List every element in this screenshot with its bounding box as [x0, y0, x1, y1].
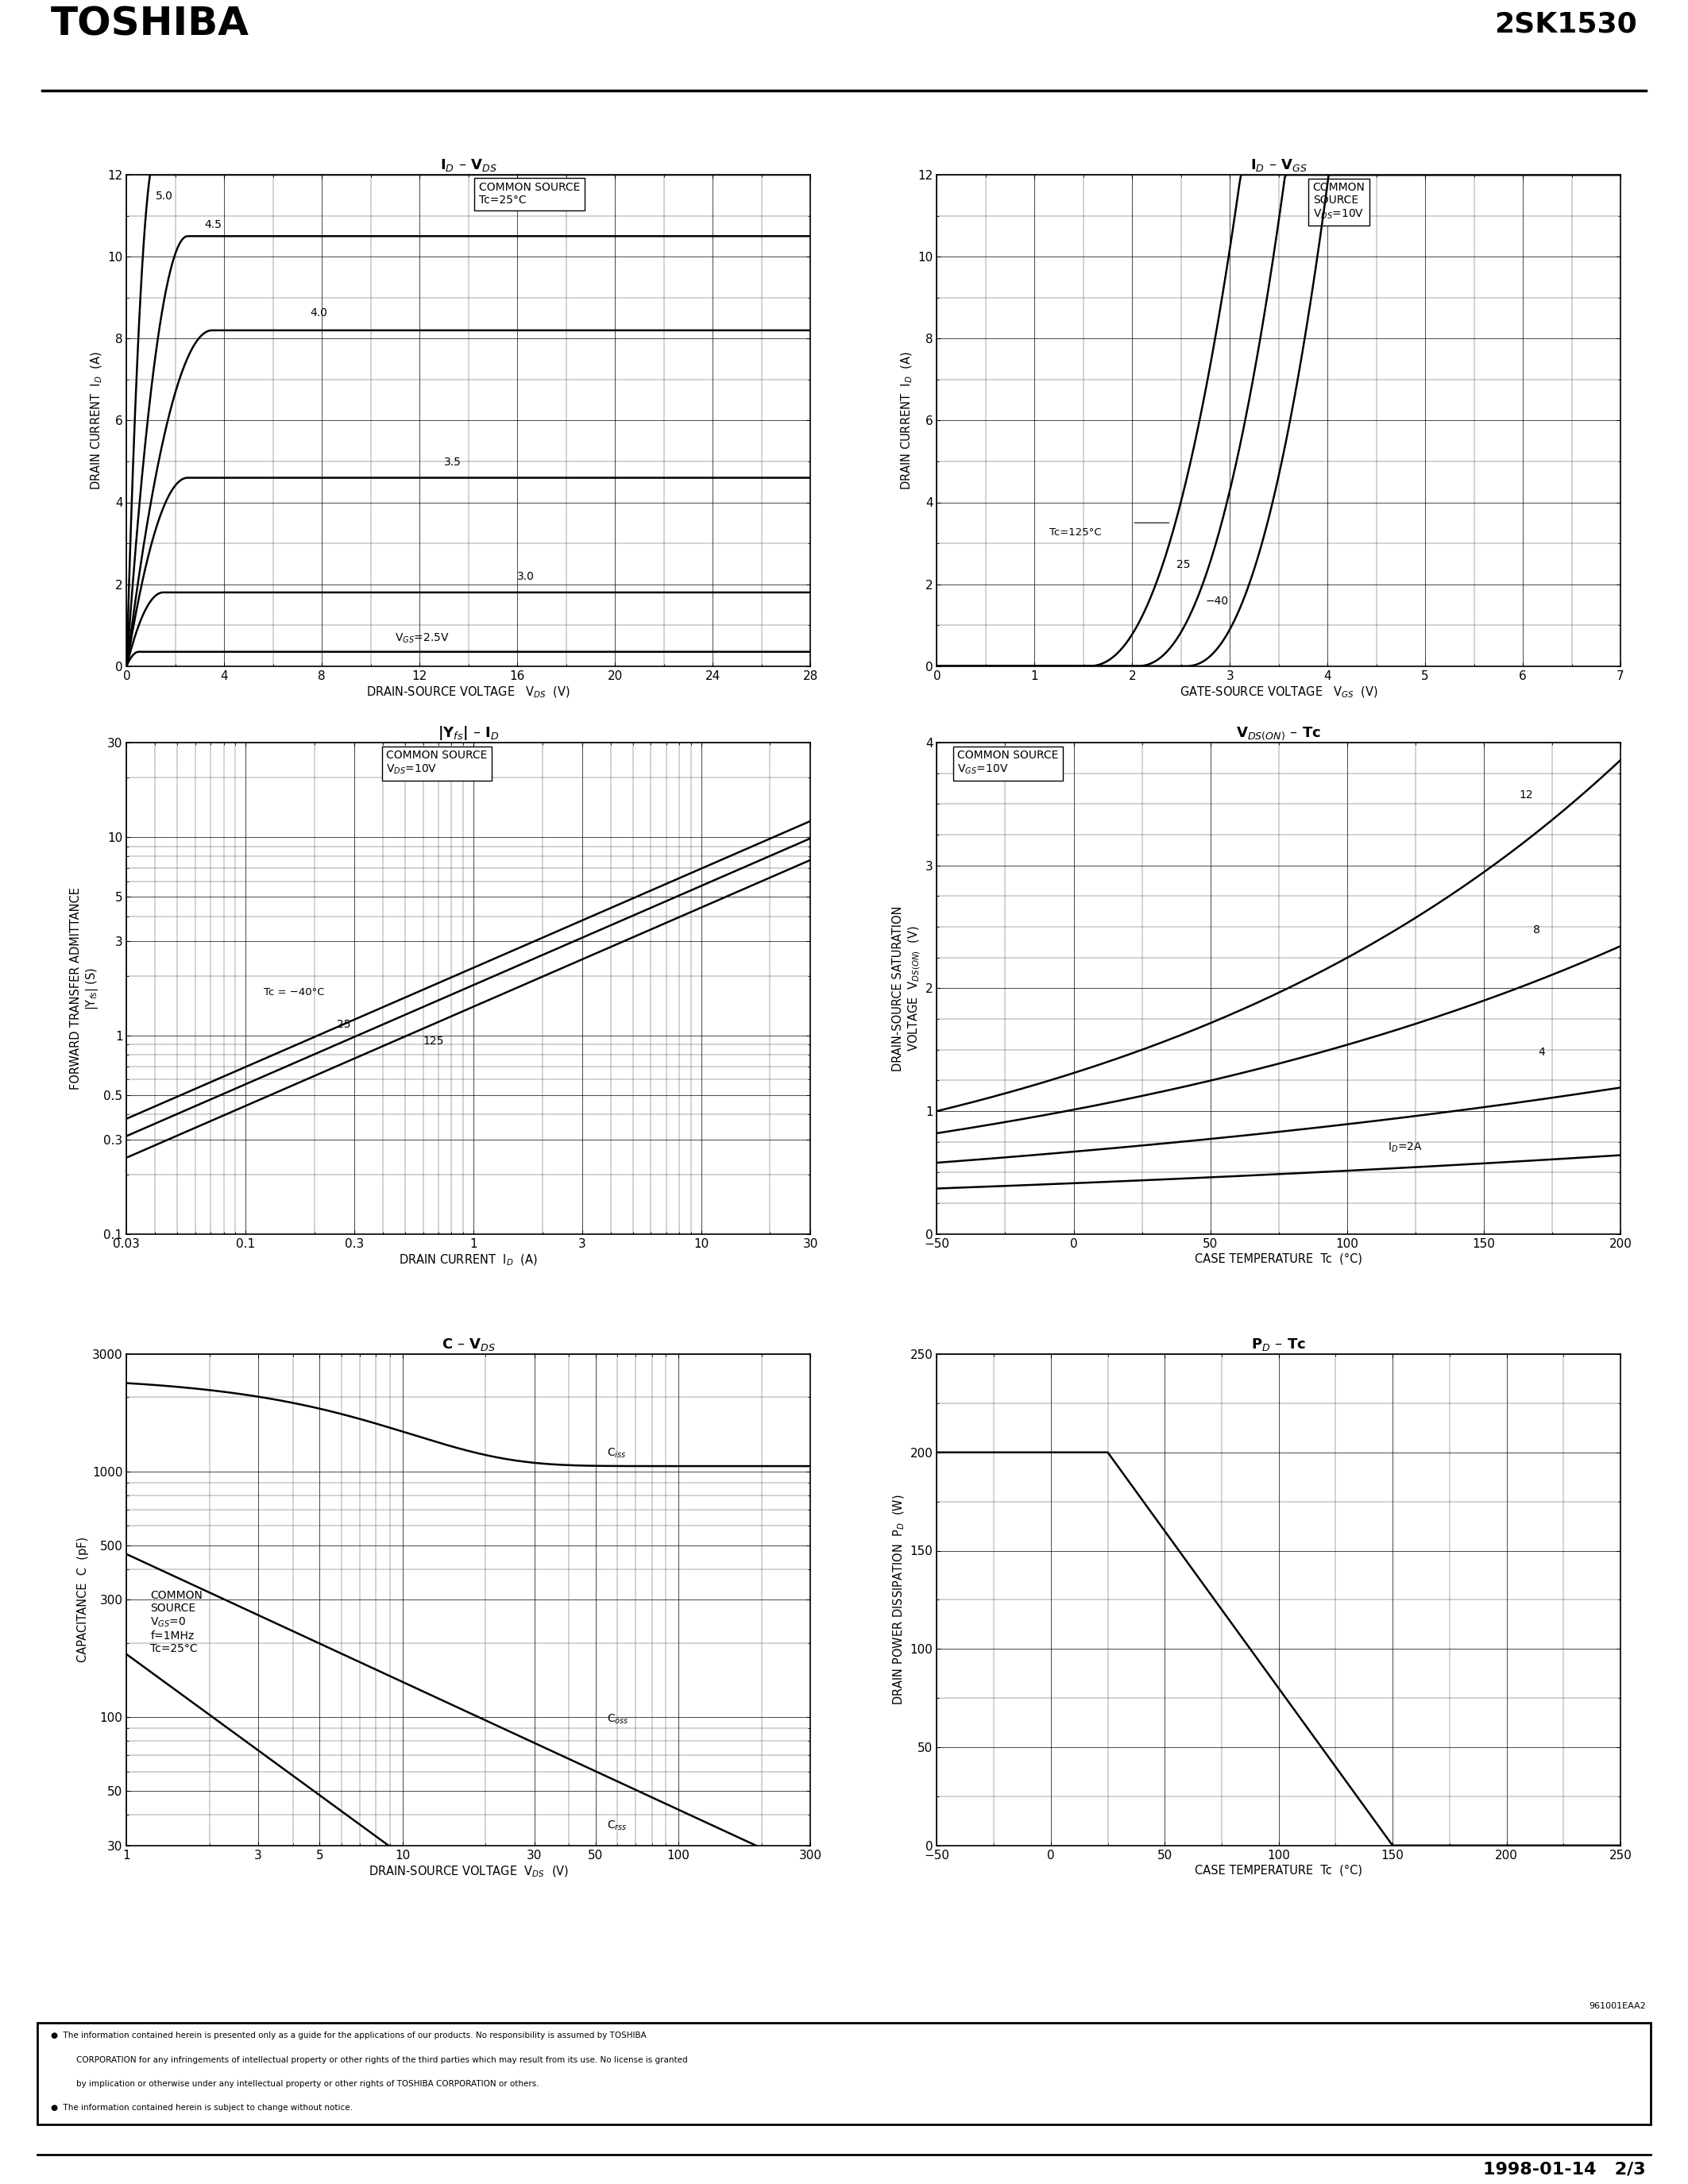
Text: I$_D$=2A: I$_D$=2A	[1388, 1140, 1423, 1153]
Title: C – V$_{DS}$: C – V$_{DS}$	[441, 1337, 496, 1352]
Text: Tc = −40°C: Tc = −40°C	[263, 987, 324, 998]
Text: 3.5: 3.5	[444, 456, 461, 467]
Text: 125: 125	[424, 1035, 444, 1046]
Text: −40: −40	[1205, 596, 1229, 607]
X-axis label: DRAIN-SOURCE VOLTAGE  V$_{DS}$  (V): DRAIN-SOURCE VOLTAGE V$_{DS}$ (V)	[368, 1865, 569, 1878]
Text: by implication or otherwise under any intellectual property or other rights of T: by implication or otherwise under any in…	[76, 2079, 538, 2088]
Y-axis label: DRAIN POWER DISSIPATION  P$_D$  (W): DRAIN POWER DISSIPATION P$_D$ (W)	[893, 1494, 906, 1706]
Title: |Y$_{fs}$| – I$_D$: |Y$_{fs}$| – I$_D$	[437, 725, 500, 743]
Y-axis label: DRAIN CURRENT  I$_D$  (A): DRAIN CURRENT I$_D$ (A)	[89, 352, 105, 489]
Text: 4: 4	[1538, 1046, 1546, 1059]
Title: V$_{DS(ON)}$ – Tc: V$_{DS(ON)}$ – Tc	[1236, 725, 1322, 743]
Text: ●  The information contained herein is presented only as a guide for the applica: ● The information contained herein is pr…	[51, 2031, 647, 2040]
Text: ●  The information contained herein is subject to change without notice.: ● The information contained herein is su…	[51, 2103, 353, 2112]
Text: COMMON
SOURCE
V$_{GS}$=0
f=1MHz
Tc=25°C: COMMON SOURCE V$_{GS}$=0 f=1MHz Tc=25°C	[150, 1590, 203, 1655]
Text: 1998-01-14   2/3: 1998-01-14 2/3	[1484, 2162, 1646, 2177]
Text: COMMON
SOURCE
V$_{DS}$=10V: COMMON SOURCE V$_{DS}$=10V	[1313, 181, 1366, 221]
FancyBboxPatch shape	[37, 2022, 1651, 2125]
Text: 4.0: 4.0	[309, 308, 327, 319]
X-axis label: DRAIN-SOURCE VOLTAGE   V$_{DS}$  (V): DRAIN-SOURCE VOLTAGE V$_{DS}$ (V)	[366, 686, 571, 699]
Text: 8: 8	[1533, 924, 1539, 935]
Y-axis label: CAPACITANCE  C  (pF): CAPACITANCE C (pF)	[78, 1538, 89, 1662]
Text: COMMON SOURCE
V$_{GS}$=10V: COMMON SOURCE V$_{GS}$=10V	[957, 749, 1058, 775]
Y-axis label: DRAIN CURRENT  I$_D$  (A): DRAIN CURRENT I$_D$ (A)	[900, 352, 915, 489]
X-axis label: DRAIN CURRENT  I$_D$  (A): DRAIN CURRENT I$_D$ (A)	[398, 1254, 538, 1267]
Text: COMMON SOURCE
Tc=25°C: COMMON SOURCE Tc=25°C	[479, 181, 581, 205]
Text: Tc=125°C: Tc=125°C	[1050, 526, 1101, 537]
Text: 2SK1530: 2SK1530	[1494, 11, 1637, 37]
Text: 25: 25	[336, 1018, 351, 1029]
Text: 12: 12	[1519, 788, 1533, 799]
Text: CORPORATION for any infringements of intellectual property or other rights of th: CORPORATION for any infringements of int…	[76, 2055, 687, 2064]
Text: 4.5: 4.5	[204, 218, 223, 229]
Text: COMMON SOURCE
V$_{DS}$=10V: COMMON SOURCE V$_{DS}$=10V	[387, 749, 488, 775]
Text: 3.0: 3.0	[517, 572, 535, 583]
Title: I$_D$ – V$_{GS}$: I$_D$ – V$_{GS}$	[1251, 157, 1307, 173]
Text: C$_{rss}$: C$_{rss}$	[608, 1819, 628, 1832]
Text: V$_{GS}$=2.5V: V$_{GS}$=2.5V	[395, 631, 449, 644]
X-axis label: CASE TEMPERATURE  Tc  (°C): CASE TEMPERATURE Tc (°C)	[1195, 1865, 1362, 1876]
Title: I$_D$ – V$_{DS}$: I$_D$ – V$_{DS}$	[441, 157, 496, 173]
Text: C$_{oss}$: C$_{oss}$	[608, 1712, 630, 1725]
Text: 25: 25	[1177, 559, 1190, 570]
X-axis label: GATE-SOURCE VOLTAGE   V$_{GS}$  (V): GATE-SOURCE VOLTAGE V$_{GS}$ (V)	[1180, 686, 1377, 699]
Title: P$_D$ – Tc: P$_D$ – Tc	[1251, 1337, 1307, 1352]
Text: 961001EAA2: 961001EAA2	[1588, 2003, 1646, 2009]
Text: TOSHIBA: TOSHIBA	[51, 7, 250, 44]
Text: 5.0: 5.0	[155, 190, 174, 201]
X-axis label: CASE TEMPERATURE  Tc  (°C): CASE TEMPERATURE Tc (°C)	[1195, 1254, 1362, 1265]
Y-axis label: DRAIN-SOURCE SATURATION
VOLTAGE  V$_{DS(ON)}$  (V): DRAIN-SOURCE SATURATION VOLTAGE V$_{DS(O…	[893, 906, 922, 1070]
Y-axis label: FORWARD TRANSFER ADMITTANCE
|Y$_{fs}$| (S): FORWARD TRANSFER ADMITTANCE |Y$_{fs}$| (…	[71, 887, 100, 1090]
Text: C$_{iss}$: C$_{iss}$	[608, 1446, 626, 1459]
